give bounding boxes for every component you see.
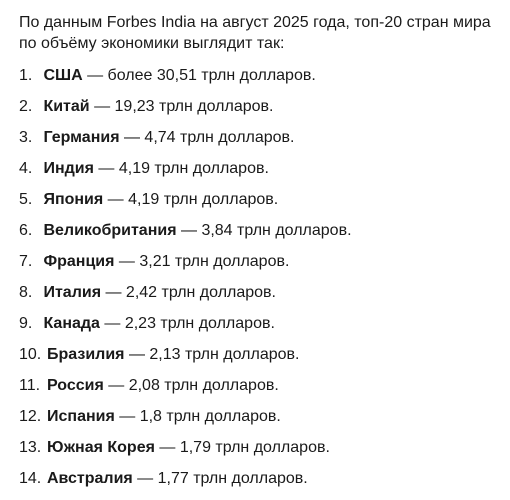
item-number: 1. <box>19 67 33 84</box>
item-number: 13. <box>19 439 42 456</box>
country-name: Австралия <box>47 470 133 487</box>
item-value: — 4,19 трлн долларов. <box>103 191 279 208</box>
item-value: — 4,74 трлн долларов. <box>119 129 295 146</box>
country-name: Испания <box>47 408 115 425</box>
item-number: 2. <box>19 98 33 115</box>
item-number: 9. <box>19 315 33 332</box>
item-value: — 1,77 трлн долларов. <box>132 470 308 487</box>
item-value: — 2,13 трлн долларов. <box>124 346 300 363</box>
document-page: По данным Forbes India на август 2025 го… <box>19 14 491 487</box>
item-number: 11. <box>19 377 41 394</box>
item-number: 3. <box>19 129 33 146</box>
country-name: Южная Корея <box>47 439 155 456</box>
list-item: 3. Германия — 4,74 трлн долларов. <box>19 128 510 159</box>
item-number: 7. <box>19 253 33 270</box>
list-item: 10. Бразилия — 2,13 трлн долларов. <box>19 345 510 376</box>
list-item: 8. Италия — 2,42 трлн долларов. <box>19 283 510 314</box>
item-number: 10. <box>19 346 42 363</box>
list-item: 7. Франция — 3,21 трлн долларов. <box>19 252 510 283</box>
item-number: 6. <box>19 222 33 239</box>
list-item: 5. Япония — 4,19 трлн долларов. <box>19 190 510 221</box>
intro-text: По данным Forbes India на август 2025 го… <box>19 14 491 52</box>
country-name: Германия <box>43 129 120 146</box>
item-value: — более 30,51 трлн долларов. <box>82 67 316 84</box>
item-value: — 3,21 трлн долларов. <box>114 253 290 270</box>
country-list: 1. США — более 30,51 трлн долларов. 2. К… <box>19 66 510 500</box>
country-name: Китай <box>43 98 90 115</box>
item-value: — 2,08 трлн долларов. <box>103 377 279 394</box>
country-name: США <box>43 67 83 84</box>
item-value: — 1,79 трлн долларов. <box>154 439 330 456</box>
item-number: 8. <box>19 284 33 301</box>
list-item: 2. Китай — 19,23 трлн долларов. <box>19 97 510 128</box>
item-number: 4. <box>19 160 33 177</box>
item-value: — 2,42 трлн долларов. <box>101 284 276 301</box>
list-item: 9. Канада — 2,23 трлн долларов. <box>19 314 510 345</box>
list-item: 1. США — более 30,51 трлн долларов. <box>19 66 510 97</box>
country-name: Франция <box>43 253 115 270</box>
list-item: 13. Южная Корея — 1,79 трлн долларов. <box>19 438 510 469</box>
item-value: — 19,23 трлн долларов. <box>89 98 274 115</box>
item-number: 12. <box>19 408 42 425</box>
item-number: 5. <box>19 191 33 208</box>
list-item: 6. Великобритания — 3,84 трлн долларов. <box>19 221 510 252</box>
list-item: 12. Испания — 1,8 трлн долларов. <box>19 407 510 438</box>
country-name: Канада <box>43 315 100 332</box>
item-value: — 1,8 трлн долларов. <box>114 408 281 425</box>
item-value: — 2,23 трлн долларов. <box>99 315 275 332</box>
country-name: Япония <box>43 191 104 208</box>
list-item: 4. Индия — 4,19 трлн долларов. <box>19 159 510 190</box>
item-value: — 3,84 трлн долларов. <box>176 222 352 239</box>
list-item: 11. Россия — 2,08 трлн долларов. <box>19 376 510 407</box>
country-name: Индия <box>43 160 94 177</box>
item-value: — 4,19 трлн долларов. <box>93 160 269 177</box>
country-name: Великобритания <box>43 222 177 239</box>
country-name: Бразилия <box>47 346 125 363</box>
country-name: Италия <box>43 284 102 301</box>
item-number: 14. <box>19 470 42 487</box>
country-name: Россия <box>47 377 104 394</box>
